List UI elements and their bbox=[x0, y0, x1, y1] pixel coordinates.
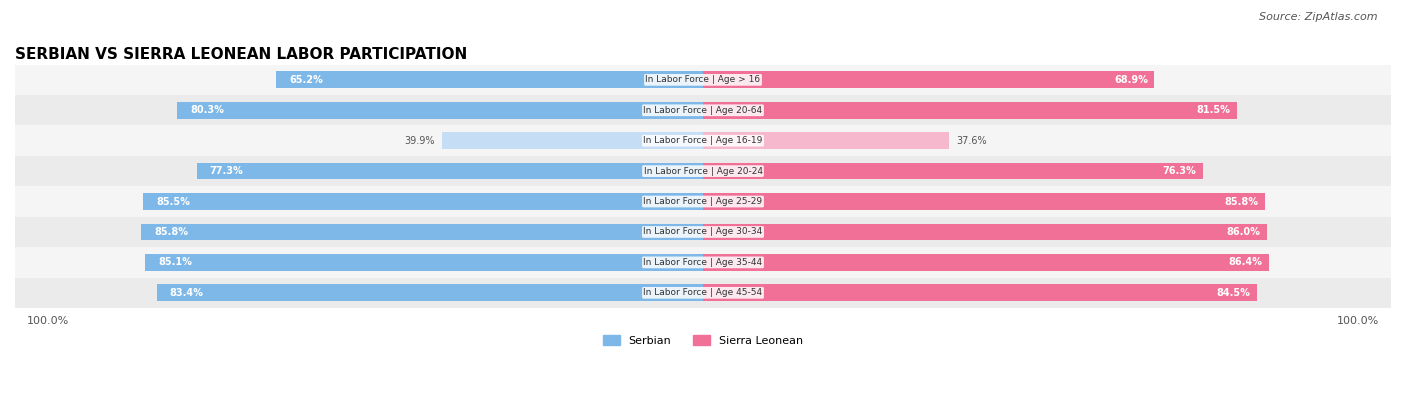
Bar bbox=[15, 126, 1391, 156]
Text: 85.8%: 85.8% bbox=[153, 227, 188, 237]
Bar bbox=[276, 71, 703, 88]
Text: 37.6%: 37.6% bbox=[956, 136, 987, 146]
Text: In Labor Force | Age 16-19: In Labor Force | Age 16-19 bbox=[644, 136, 762, 145]
Text: In Labor Force | Age 20-64: In Labor Force | Age 20-64 bbox=[644, 106, 762, 115]
Text: In Labor Force | Age 45-54: In Labor Force | Age 45-54 bbox=[644, 288, 762, 297]
Bar bbox=[703, 284, 1257, 301]
Bar bbox=[15, 278, 1391, 308]
Bar bbox=[703, 102, 1237, 118]
Text: 83.4%: 83.4% bbox=[170, 288, 204, 298]
Text: 84.5%: 84.5% bbox=[1216, 288, 1250, 298]
Text: 85.1%: 85.1% bbox=[159, 258, 193, 267]
Text: 85.8%: 85.8% bbox=[1225, 197, 1258, 207]
Text: 77.3%: 77.3% bbox=[209, 166, 243, 176]
Bar bbox=[703, 163, 1204, 179]
Bar bbox=[703, 224, 1267, 240]
Bar bbox=[15, 247, 1391, 278]
Text: 39.9%: 39.9% bbox=[405, 136, 434, 146]
Bar bbox=[15, 65, 1391, 95]
Bar bbox=[177, 102, 703, 118]
Text: In Labor Force | Age 25-29: In Labor Force | Age 25-29 bbox=[644, 197, 762, 206]
Text: 85.5%: 85.5% bbox=[156, 197, 190, 207]
Text: 65.2%: 65.2% bbox=[288, 75, 322, 85]
Text: In Labor Force | Age 20-24: In Labor Force | Age 20-24 bbox=[644, 167, 762, 176]
Text: In Labor Force | Age 30-34: In Labor Force | Age 30-34 bbox=[644, 228, 762, 237]
Text: SERBIAN VS SIERRA LEONEAN LABOR PARTICIPATION: SERBIAN VS SIERRA LEONEAN LABOR PARTICIP… bbox=[15, 47, 467, 62]
Text: 80.3%: 80.3% bbox=[190, 105, 224, 115]
Bar bbox=[143, 193, 703, 210]
Bar bbox=[156, 284, 703, 301]
Bar bbox=[15, 95, 1391, 126]
Text: 86.0%: 86.0% bbox=[1226, 227, 1260, 237]
Bar bbox=[145, 254, 703, 271]
Text: In Labor Force | Age > 16: In Labor Force | Age > 16 bbox=[645, 75, 761, 85]
Bar bbox=[197, 163, 703, 179]
Bar bbox=[15, 217, 1391, 247]
Text: 76.3%: 76.3% bbox=[1163, 166, 1197, 176]
Text: Source: ZipAtlas.com: Source: ZipAtlas.com bbox=[1260, 12, 1378, 22]
Bar bbox=[141, 224, 703, 240]
Text: In Labor Force | Age 35-44: In Labor Force | Age 35-44 bbox=[644, 258, 762, 267]
Bar bbox=[703, 193, 1265, 210]
Bar bbox=[703, 132, 949, 149]
Text: 81.5%: 81.5% bbox=[1197, 105, 1230, 115]
Text: 68.9%: 68.9% bbox=[1114, 75, 1147, 85]
Bar bbox=[703, 71, 1154, 88]
Bar bbox=[15, 156, 1391, 186]
Text: 86.4%: 86.4% bbox=[1229, 258, 1263, 267]
Bar bbox=[441, 132, 703, 149]
Bar bbox=[15, 186, 1391, 217]
Legend: Serbian, Sierra Leonean: Serbian, Sierra Leonean bbox=[599, 331, 807, 350]
Bar bbox=[703, 254, 1270, 271]
